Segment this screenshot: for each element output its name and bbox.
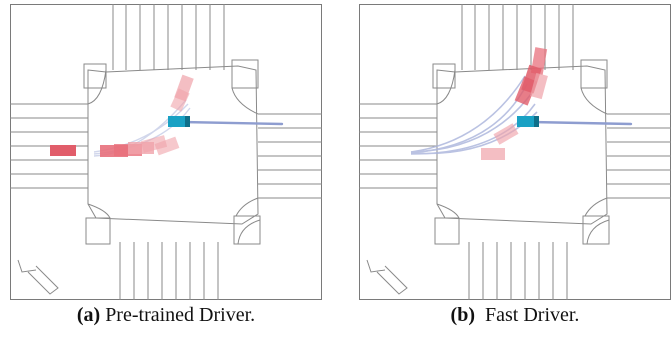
caption-tag: (b): [450, 304, 475, 326]
caption-tag: (a): [76, 304, 101, 326]
ego-trajectory: [180, 120, 284, 126]
caption-fast-driver: (b) Fast Driver.: [359, 304, 671, 327]
panel-fast-driver: [359, 4, 671, 300]
caption-text: Fast Driver.: [485, 304, 580, 326]
ego-vehicle: [517, 116, 539, 127]
intersection-scene-b: [359, 4, 671, 300]
panel-pretrained-driver: [10, 4, 322, 300]
road-map: [10, 4, 322, 300]
ego-vehicle: [168, 116, 190, 127]
ego-trajectory: [529, 120, 633, 126]
predicted-paths: [410, 75, 538, 155]
caption-text: Pre-trained Driver.: [105, 304, 256, 326]
caption-pretrained-driver: (a) Pre-trained Driver.: [10, 304, 322, 327]
intersection-scene-a: [10, 4, 322, 300]
road-map: [359, 4, 671, 300]
other-vehicle-snapshots: [50, 74, 194, 157]
other-vehicle-snapshots: [481, 47, 548, 160]
